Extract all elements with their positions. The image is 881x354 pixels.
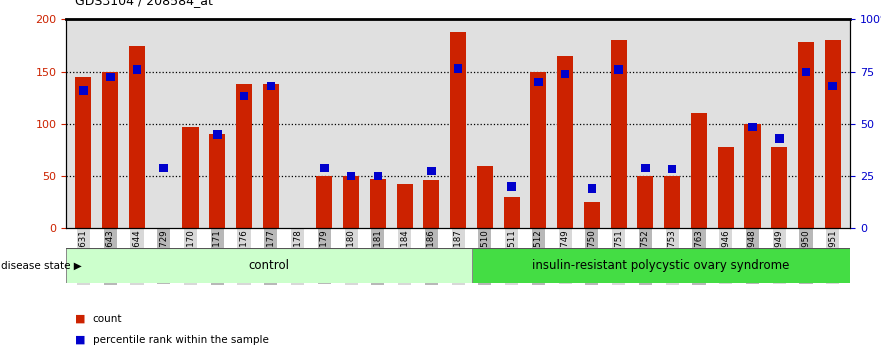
Bar <box>427 167 435 175</box>
Bar <box>396 184 412 228</box>
Bar <box>263 84 278 228</box>
Text: count: count <box>93 314 122 324</box>
Bar <box>129 46 145 228</box>
Bar <box>664 176 680 228</box>
Bar <box>638 176 654 228</box>
Bar <box>267 82 275 91</box>
Text: GDS3104 / 208584_at: GDS3104 / 208584_at <box>75 0 212 7</box>
Bar <box>775 135 783 143</box>
Bar <box>471 248 850 283</box>
Bar <box>210 135 226 228</box>
Bar <box>106 73 115 81</box>
Bar <box>588 184 596 193</box>
Bar <box>798 42 814 228</box>
Bar <box>102 72 118 228</box>
Bar <box>530 72 546 228</box>
Text: ■: ■ <box>75 335 85 345</box>
Bar <box>79 86 88 95</box>
Bar <box>454 64 463 73</box>
Bar <box>557 56 574 228</box>
Bar <box>213 130 221 138</box>
Bar <box>691 113 707 228</box>
Bar <box>477 166 492 228</box>
Bar <box>240 92 248 100</box>
Bar <box>641 164 649 172</box>
Bar <box>504 197 520 228</box>
Bar <box>424 180 440 228</box>
Text: ■: ■ <box>75 314 85 324</box>
Bar <box>66 248 471 283</box>
Text: control: control <box>248 259 289 272</box>
Bar <box>584 202 600 228</box>
Bar <box>370 179 386 228</box>
Bar <box>159 164 168 172</box>
Bar <box>320 164 329 172</box>
Bar <box>828 82 837 91</box>
Bar <box>614 65 623 74</box>
Bar <box>561 70 569 78</box>
Bar <box>76 77 92 228</box>
Bar <box>347 172 355 180</box>
Text: disease state ▶: disease state ▶ <box>1 261 82 270</box>
Bar <box>802 68 811 76</box>
Bar <box>534 78 543 86</box>
Bar <box>450 32 466 228</box>
Text: insulin-resistant polycystic ovary syndrome: insulin-resistant polycystic ovary syndr… <box>532 259 789 272</box>
Bar <box>236 84 252 228</box>
Bar <box>668 165 677 173</box>
Bar <box>316 176 332 228</box>
Bar <box>744 124 760 228</box>
Bar <box>718 147 734 228</box>
Bar <box>133 65 141 74</box>
Text: percentile rank within the sample: percentile rank within the sample <box>93 335 269 345</box>
Bar <box>771 147 788 228</box>
Bar <box>343 176 359 228</box>
Bar <box>182 127 198 228</box>
Bar <box>374 172 382 180</box>
Bar <box>825 40 840 228</box>
Bar <box>507 182 516 191</box>
Bar <box>611 40 626 228</box>
Bar <box>748 123 757 131</box>
